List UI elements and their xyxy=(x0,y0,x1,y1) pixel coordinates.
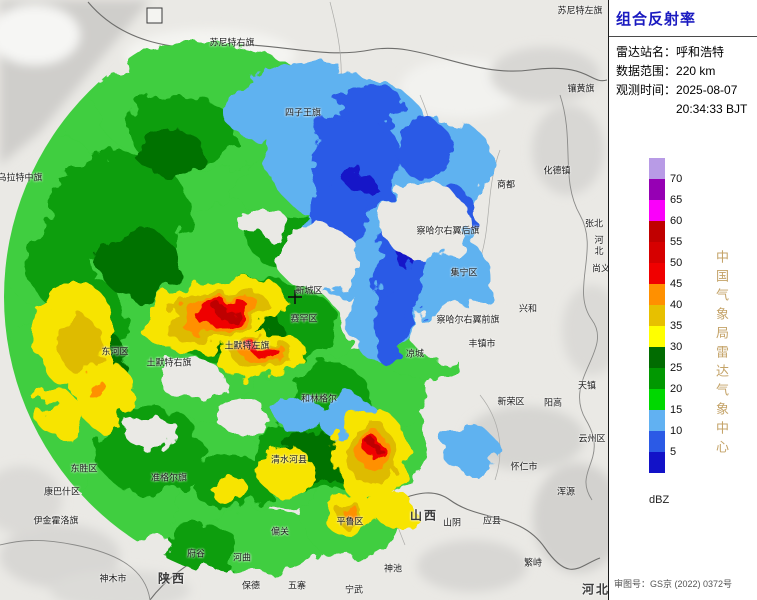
legend-block xyxy=(649,326,665,347)
info-panel: 组合反射率 雷达站名：呼和浩特 数据范围：220 km 观测时间：2025-08… xyxy=(608,0,757,600)
echo-layer xyxy=(4,40,525,572)
radar-map-canvas xyxy=(0,0,608,600)
legend-block xyxy=(649,200,665,221)
legend-value: 60 xyxy=(670,215,683,227)
legend-block xyxy=(649,242,665,263)
legend-value: 10 xyxy=(670,425,683,437)
obs-date-value: 2025-08-07 xyxy=(676,83,738,97)
legend-unit: dBZ xyxy=(649,494,670,506)
echo-50-55dbz xyxy=(215,306,377,449)
legend-value: 20 xyxy=(670,383,683,395)
legend-value: 50 xyxy=(670,257,683,269)
product-title: 组合反射率 xyxy=(616,11,697,28)
legend-block xyxy=(649,410,665,431)
legend-block xyxy=(649,368,665,389)
obs-time-value: 20:34:33 BJT xyxy=(676,102,748,116)
legend-value: 70 xyxy=(670,173,683,185)
radar-map: 苏尼特右旗 苏尼特左旗 镶黄旗 四子王旗 乌拉特中旗 察哈尔右翼后旗 商都 化德镇 张北 河北 尚义… xyxy=(0,0,608,600)
legend-value: 45 xyxy=(670,278,683,290)
map-approval-number: 审图号：GS京 (2022) 0372号 xyxy=(614,579,733,589)
legend-block xyxy=(649,263,665,284)
obs-time-label: 观测时间： xyxy=(616,83,677,97)
legend-value: 65 xyxy=(670,194,683,206)
legend-block xyxy=(649,284,665,305)
legend-value: 15 xyxy=(670,404,683,416)
legend-value: 40 xyxy=(670,299,683,311)
station-row: 雷达站名：呼和浩特 xyxy=(616,43,757,62)
legend-block xyxy=(649,389,665,410)
legend-value: 5 xyxy=(670,446,677,458)
obs-time-row: 观测时间：2025-08-07 xyxy=(616,81,757,100)
range-label: 数据范围： xyxy=(616,64,677,78)
legend-value: 30 xyxy=(670,341,683,353)
legend-value: 25 xyxy=(670,362,683,374)
legend-value: 55 xyxy=(670,236,683,248)
map-inset-box xyxy=(146,7,163,24)
legend-value: 35 xyxy=(670,320,683,332)
range-value: 220 km xyxy=(676,64,716,78)
echo-45-50dbz xyxy=(195,300,380,458)
legend-block xyxy=(649,305,665,326)
legend-block xyxy=(649,347,665,368)
legend-block xyxy=(649,158,665,179)
radar-info: 雷达站名：呼和浩特 数据范围：220 km 观测时间：2025-08-07 20… xyxy=(609,43,757,119)
echo-gaps xyxy=(124,184,525,448)
legend-block xyxy=(649,431,665,452)
station-value: 呼和浩特 xyxy=(676,45,725,59)
station-cross-icon xyxy=(288,290,302,304)
legend-block xyxy=(649,179,665,200)
legend-block xyxy=(649,221,665,242)
dbz-legend: 70 65 60 55 50 45 40 35 30 25 20 15 10 5 xyxy=(649,158,749,473)
station-label: 雷达站名： xyxy=(616,45,677,59)
range-row: 数据范围：220 km xyxy=(616,62,757,81)
title-divider xyxy=(609,36,757,37)
agency-watermark: 中国气象局雷达气象中心 xyxy=(714,250,729,459)
legend-block xyxy=(649,452,665,473)
